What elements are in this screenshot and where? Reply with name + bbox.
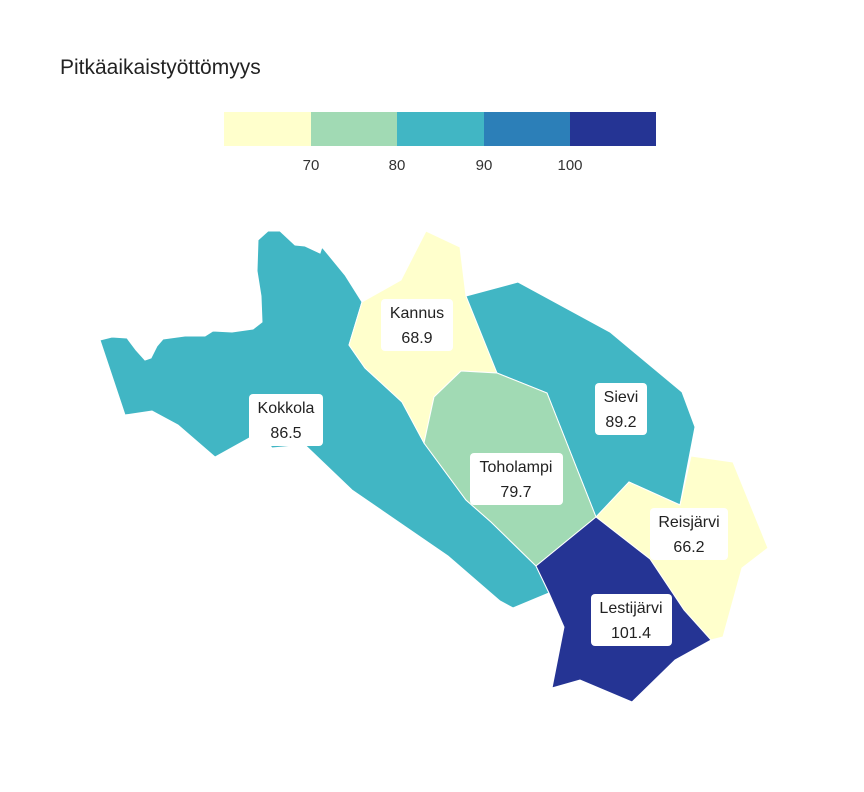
label-name-kannus: Kannus <box>390 305 444 322</box>
label-name-lestijarvi: Lestijärvi <box>599 600 662 617</box>
label-sievi: Sievi 89.2 <box>595 383 647 435</box>
label-box-toholampi <box>470 453 563 505</box>
label-value-lestijarvi: 101.4 <box>611 625 651 642</box>
label-box-kannus <box>381 299 453 351</box>
color-legend: 70 80 90 100 <box>224 112 656 174</box>
label-value-kannus: 68.9 <box>401 330 432 347</box>
label-name-sievi: Sievi <box>604 389 639 406</box>
legend-swatch-1 <box>224 112 311 146</box>
map-title: Pitkäaikaistyöttömyys <box>60 56 261 79</box>
label-name-reisjarvi: Reisjärvi <box>658 514 719 531</box>
label-name-toholampi: Toholampi <box>480 459 553 476</box>
label-kannus: Kannus 68.9 <box>381 299 453 351</box>
label-value-kokkola: 86.5 <box>270 425 301 442</box>
label-box-sievi <box>595 383 647 435</box>
label-value-toholampi: 79.7 <box>500 484 531 501</box>
legend-tick-80: 80 <box>389 157 406 174</box>
legend-tick-90: 90 <box>476 157 493 174</box>
label-value-reisjarvi: 66.2 <box>673 539 704 556</box>
label-lestijarvi: Lestijärvi 101.4 <box>591 594 672 646</box>
legend-swatch-3 <box>397 112 484 146</box>
label-box-kokkola <box>249 394 323 446</box>
label-kokkola: Kokkola 86.5 <box>249 394 323 446</box>
label-toholampi: Toholampi 79.7 <box>470 453 563 505</box>
legend-tick-70: 70 <box>303 157 320 174</box>
map-labels: Kokkola 86.5 Kannus 68.9 Sievi 89.2 Toho… <box>249 299 728 646</box>
label-name-kokkola: Kokkola <box>258 400 315 417</box>
legend-swatch-5 <box>570 112 656 146</box>
label-box-reisjarvi <box>650 508 728 560</box>
label-box-lestijarvi <box>591 594 672 646</box>
legend-swatch-4 <box>484 112 570 146</box>
label-reisjarvi: Reisjärvi 66.2 <box>650 508 728 560</box>
legend-tick-100: 100 <box>557 157 582 174</box>
label-value-sievi: 89.2 <box>605 414 636 431</box>
legend-swatch-2 <box>311 112 397 146</box>
region-kokkola[interactable] <box>99 230 550 609</box>
